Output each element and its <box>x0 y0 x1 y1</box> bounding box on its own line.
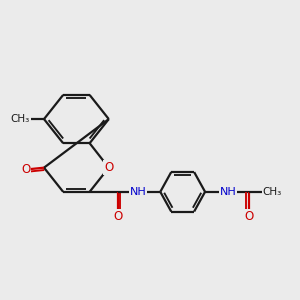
Text: NH: NH <box>130 187 147 197</box>
Text: NH: NH <box>220 187 236 197</box>
Text: CH₃: CH₃ <box>11 114 30 124</box>
Text: O: O <box>21 163 31 176</box>
Text: O: O <box>104 161 113 174</box>
Text: CH₃: CH₃ <box>262 187 282 197</box>
Text: O: O <box>113 210 122 223</box>
Text: O: O <box>244 210 253 223</box>
